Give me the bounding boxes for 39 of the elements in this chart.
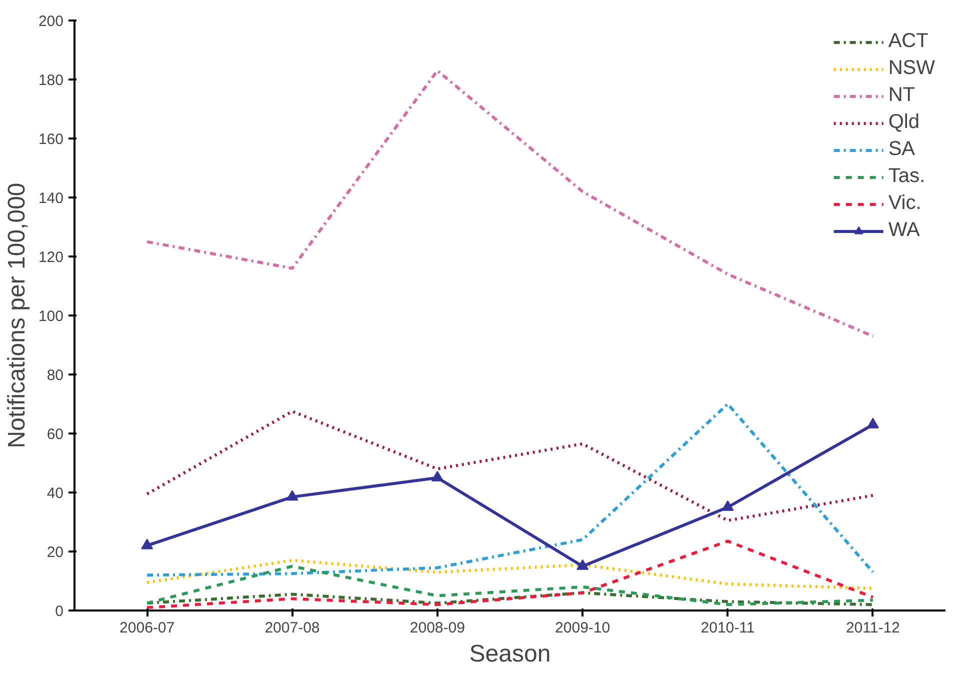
legend-label: WA	[888, 219, 920, 242]
x-tick-label: 2007-08	[264, 620, 320, 636]
point	[431, 470, 444, 482]
point	[866, 418, 879, 428]
y-tick-label: 60	[46, 426, 64, 443]
legend-label: NSW	[888, 57, 935, 80]
point	[722, 500, 734, 511]
y-tick-label: 80	[46, 367, 64, 384]
x-tick-label: 2010-11	[700, 620, 755, 636]
x-axis-title: Season	[469, 640, 551, 668]
point	[141, 538, 154, 550]
point	[286, 490, 298, 501]
line-series	[146, 540, 874, 610]
line-series	[146, 69, 874, 338]
y-tick-label: 140	[38, 190, 64, 207]
x-tick-label: 2009-10	[555, 620, 610, 636]
y-tick-label: 100	[38, 308, 64, 325]
line-series	[146, 591, 874, 606]
line-series	[146, 410, 874, 522]
x-tick-label: 2011-12	[846, 620, 900, 636]
legend-label: Vic.	[888, 192, 922, 215]
point	[576, 559, 589, 570]
legend-label: SA	[888, 138, 916, 161]
legend-label: NT	[888, 84, 915, 107]
y-tick-label: 20	[46, 544, 64, 561]
y-tick-label: 0	[55, 603, 64, 620]
y-tick-label: 160	[38, 131, 64, 148]
legend-label: Tas.	[888, 165, 926, 188]
legend-label: ACT	[888, 30, 928, 53]
y-tick-label: 40	[46, 485, 64, 502]
x-tick-label: 2006-07	[120, 620, 175, 636]
y-tick-label: 120	[38, 249, 64, 266]
line-series	[146, 564, 874, 606]
y-tick-label: 200	[38, 13, 64, 30]
x-tick-label: 2008-09	[410, 620, 465, 636]
y-tick-label: 180	[38, 72, 64, 89]
line-series	[146, 558, 874, 590]
legend-label: Qld	[888, 111, 920, 134]
y-axis-title: Notifications per 100,000	[3, 182, 30, 448]
